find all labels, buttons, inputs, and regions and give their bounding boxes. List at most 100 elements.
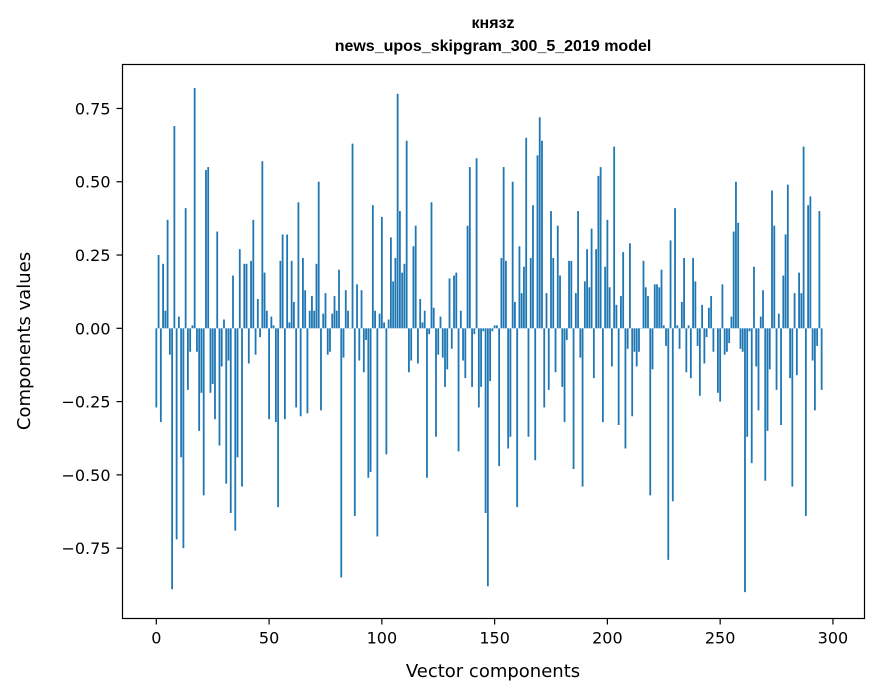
bar — [647, 296, 649, 329]
bar — [728, 328, 731, 343]
bar — [435, 328, 437, 437]
bar — [293, 301, 295, 329]
bar — [484, 328, 487, 513]
bar — [218, 328, 221, 446]
bar — [631, 328, 634, 417]
bar — [207, 167, 210, 329]
bar — [613, 146, 616, 329]
bar — [232, 275, 234, 329]
bar — [193, 87, 196, 329]
bar — [782, 275, 785, 329]
bar — [205, 170, 207, 329]
bar — [324, 293, 327, 329]
bar — [579, 328, 582, 358]
bar — [200, 328, 203, 393]
bar — [453, 275, 455, 329]
bar — [518, 246, 521, 329]
bar — [450, 328, 453, 349]
bar — [739, 328, 742, 349]
bar — [243, 263, 246, 329]
bar — [159, 328, 162, 423]
bar — [220, 328, 223, 367]
bar — [712, 328, 715, 352]
bar — [658, 287, 661, 329]
bar — [694, 281, 697, 329]
bar — [448, 278, 451, 329]
bar — [272, 325, 275, 329]
bar — [376, 328, 379, 537]
bar — [281, 234, 284, 329]
bar — [335, 310, 338, 329]
bar — [541, 140, 543, 329]
bar — [552, 257, 555, 329]
bar — [459, 310, 462, 329]
y-tick-label: −0.25 — [61, 393, 110, 412]
bar — [412, 246, 415, 329]
bar — [462, 328, 464, 361]
bar — [290, 260, 293, 329]
bar — [491, 328, 494, 332]
bar — [374, 310, 376, 329]
bar — [313, 310, 316, 329]
bar — [480, 328, 482, 387]
bar — [234, 328, 237, 531]
bar — [759, 316, 762, 329]
bar — [417, 328, 419, 364]
bar — [202, 328, 205, 496]
bar — [615, 304, 618, 329]
bar — [604, 266, 607, 329]
bar — [678, 328, 681, 349]
bar — [588, 287, 591, 329]
bar — [669, 240, 672, 329]
bar — [683, 257, 685, 329]
bar — [295, 328, 298, 408]
bar — [378, 313, 381, 329]
bar — [229, 328, 232, 513]
bar — [563, 328, 566, 423]
bar — [543, 328, 546, 408]
bar — [789, 328, 791, 379]
bar — [475, 158, 478, 329]
bars-group — [155, 87, 823, 593]
bar — [238, 249, 241, 329]
bar — [762, 290, 764, 329]
bar — [633, 328, 636, 352]
bar — [419, 299, 422, 329]
bar — [457, 328, 460, 452]
bar — [507, 328, 510, 449]
bar — [719, 328, 722, 402]
bar — [532, 205, 534, 329]
bar — [362, 328, 365, 373]
bar — [791, 328, 794, 487]
bar — [732, 231, 735, 329]
bar — [198, 328, 201, 431]
bar — [811, 328, 814, 361]
bar — [570, 260, 573, 329]
bar — [660, 269, 663, 329]
bar — [500, 257, 503, 329]
x-tick-label: 50 — [259, 629, 279, 648]
bar — [477, 328, 480, 408]
bar — [405, 140, 408, 329]
bar — [748, 328, 751, 332]
bar — [721, 284, 724, 329]
bar — [444, 328, 446, 387]
bar — [399, 211, 401, 329]
bar — [211, 328, 214, 384]
bar — [818, 211, 821, 329]
bar — [516, 328, 519, 508]
bar — [710, 296, 713, 329]
bar — [502, 167, 505, 329]
bar — [157, 255, 160, 329]
x-tick-label: 200 — [592, 629, 623, 648]
bar — [333, 296, 336, 329]
bar — [256, 299, 259, 329]
bar — [520, 293, 523, 329]
bar — [414, 225, 417, 329]
bar — [471, 328, 473, 387]
bar — [265, 310, 268, 329]
bar — [545, 293, 548, 329]
bar — [642, 260, 645, 329]
bar — [626, 328, 629, 349]
